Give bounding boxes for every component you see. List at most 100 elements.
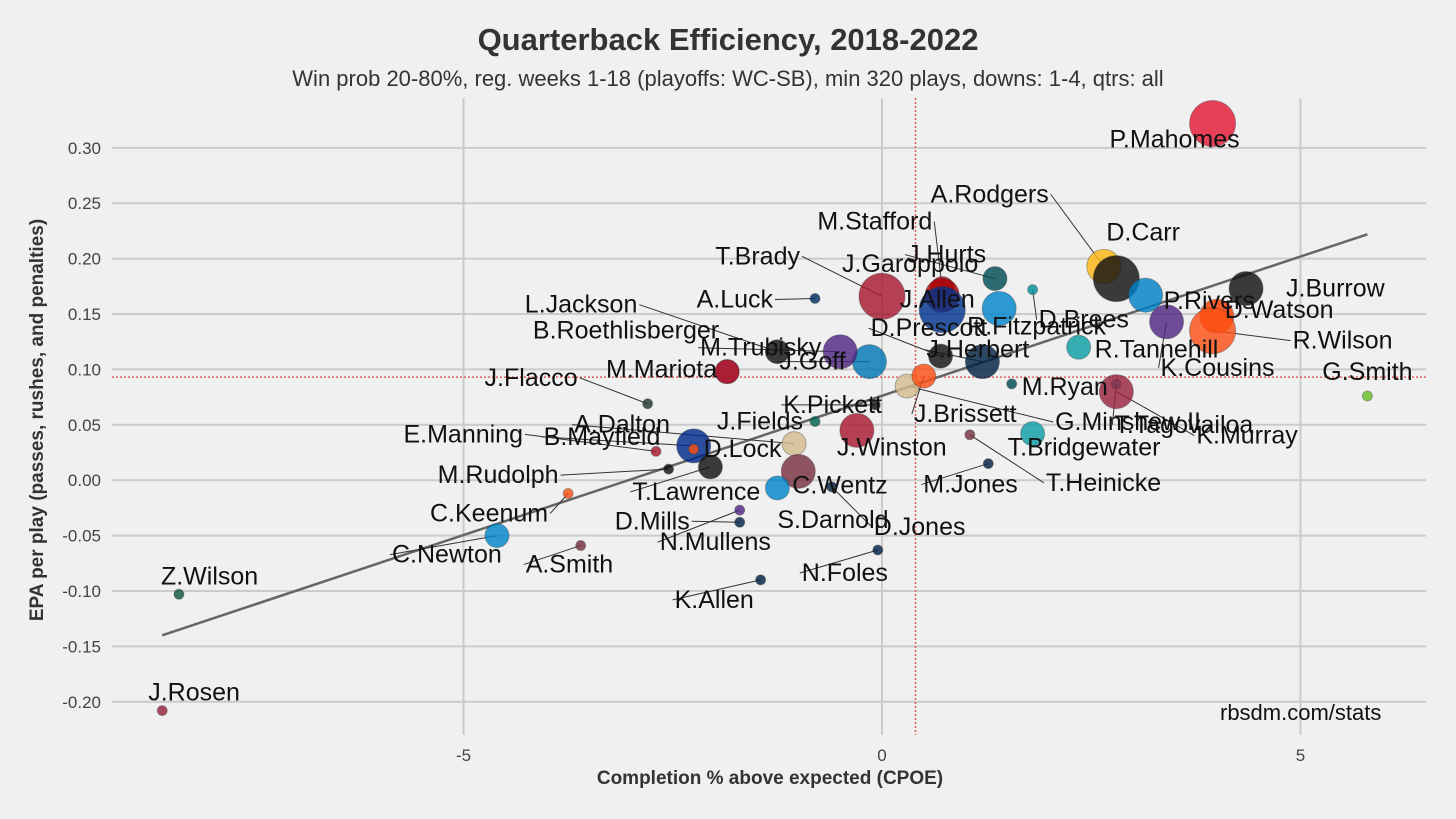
label-c-keenum: C.Keenum <box>430 499 548 527</box>
label-m-trubisky: M.Trubisky <box>700 334 822 362</box>
label-r-tannehill: R.Tannehill <box>1095 335 1219 363</box>
point-s-darnold <box>764 475 790 501</box>
label-a-smith: A.Smith <box>526 551 614 579</box>
leader-g-minshew-ii <box>906 385 1054 423</box>
trend-line <box>161 233 1368 637</box>
point-j-burrow <box>1228 271 1264 307</box>
label-t-tagovailoa: T.Tagovailoa <box>1114 411 1253 439</box>
label-j-brissett: J.Brissett <box>914 400 1017 428</box>
point-r-tannehill <box>1066 334 1092 360</box>
label-z-wilson: Z.Wilson <box>161 562 258 590</box>
label-m-rudolph: M.Rudolph <box>438 461 559 489</box>
mean-reference-lines <box>112 98 1426 735</box>
point-c-keenum <box>562 487 574 499</box>
leader-d-mills <box>691 520 740 523</box>
point-c-newton <box>484 523 510 549</box>
leader-j-hurts <box>904 254 996 280</box>
label-k-murray: K.Murray <box>1196 422 1298 450</box>
label-j-rosen: J.Rosen <box>148 679 240 707</box>
y-tick-label: -0.15 <box>62 637 101 656</box>
label-b-roethlisberger: B.Roethlisberger <box>533 317 719 345</box>
label-t-heinicke: T.Heinicke <box>1046 469 1161 497</box>
label-a-luck: A.Luck <box>697 286 774 314</box>
point-p-rivers <box>1128 277 1164 313</box>
point-m-mariota <box>714 359 740 385</box>
point-k-allen <box>755 574 767 586</box>
leader-a-smith <box>523 545 581 566</box>
label-d-mills: D.Mills <box>615 507 690 535</box>
point-j-brissett <box>911 363 937 389</box>
label-r-fitzpatrick: R.Fitzpatrick <box>967 312 1106 340</box>
y-tick-label: -0.10 <box>62 582 101 601</box>
label-t-lawrence: T.Lawrence <box>632 478 760 506</box>
point-l-jackson <box>764 339 790 365</box>
label-m-ryan: M.Ryan <box>1022 373 1108 401</box>
label-s-darnold: S.Darnold <box>777 506 888 534</box>
label-p-rivers: P.Rivers <box>1164 287 1255 315</box>
label-n-mullens: N.Mullens <box>660 528 771 556</box>
leader-d-jones <box>831 486 873 528</box>
y-axis-label: EPA per play (passes, rushes, and penalt… <box>27 218 48 622</box>
axis-tick-labels: 0.30 0.25 0.20 0.15 0.10 0.05 0.00 -0.05 -0.10 -0… <box>62 139 1305 765</box>
point-j-rosen <box>156 705 168 717</box>
label-p-mahomes: P.Mahomes <box>1109 125 1239 153</box>
point-m-ryan <box>1006 378 1018 390</box>
point-j-herbert <box>964 344 1000 380</box>
point-a-luck <box>809 293 821 305</box>
label-l-jackson: L.Jackson <box>525 291 638 319</box>
label-j-fields: J.Fields <box>717 407 803 435</box>
point-d-prescott <box>928 343 954 369</box>
point-z-wilson <box>173 588 185 600</box>
label-j-hurts: J.Hurts <box>907 241 986 269</box>
point-t-bridgewater <box>1020 421 1046 447</box>
label-g-smith: G.Smith <box>1322 358 1412 386</box>
point-r-fitzpatrick <box>981 290 1017 326</box>
source-caption: rbsdm.com/stats <box>1220 700 1382 725</box>
chart-subtitle: Win prob 20-80%, reg. weeks 1-18 (playof… <box>292 66 1164 91</box>
label-d-prescott: D.Prescott <box>871 314 988 342</box>
y-tick-label: 0.15 <box>68 305 101 324</box>
point-a-smith <box>575 540 587 552</box>
trend-line-group <box>161 233 1368 637</box>
point-m-rudolph <box>663 463 675 475</box>
point-g-smith <box>1361 390 1373 402</box>
label-e-manning: E.Manning <box>403 420 523 448</box>
point-j-fields <box>809 415 821 427</box>
label-c-wentz: C.Wentz <box>792 471 887 499</box>
point-p-mahomes <box>1189 99 1237 147</box>
x-tick-label: 5 <box>1296 746 1305 765</box>
y-tick-label: -0.20 <box>62 693 101 712</box>
point-k-pickett <box>869 399 881 411</box>
label-a-dalton: A.Dalton <box>574 411 670 439</box>
data-points <box>156 99 1373 717</box>
x-axis-label: Completion % above expected (CPOE) <box>596 768 944 789</box>
label-b-mayfield: B.Mayfield <box>544 423 661 451</box>
label-leader-lines <box>389 194 1291 601</box>
x-tick-label: -5 <box>456 746 471 765</box>
label-d-brees: D.Brees <box>1039 306 1129 334</box>
label-j-herbert: J.Herbert <box>926 336 1029 364</box>
point-j-winston <box>839 412 875 448</box>
x-tick-label: 0 <box>877 746 886 765</box>
label-j-flacco: J.Flacco <box>485 364 578 392</box>
label-k-cousins: K.Cousins <box>1161 354 1275 382</box>
leader-k-allen <box>672 579 761 601</box>
label-m-jones: M.Jones <box>923 471 1017 499</box>
label-k-allen: K.Allen <box>675 586 754 614</box>
leader-m-rudolph <box>560 468 669 476</box>
point-d-brees <box>1027 284 1039 296</box>
leader-m-jones <box>921 463 989 486</box>
label-m-stafford: M.Stafford <box>817 208 932 236</box>
label-d-jones: D.Jones <box>874 513 966 541</box>
label-d-carr: D.Carr <box>1106 219 1180 247</box>
y-tick-label: 0.30 <box>68 139 101 158</box>
point-e-manning <box>650 445 662 457</box>
point-t-heinicke <box>964 429 976 441</box>
label-d-lock: D.Lock <box>704 435 782 463</box>
point-t-brady <box>858 272 906 320</box>
point-j-allen <box>918 286 966 334</box>
leader-n-foles <box>799 549 878 574</box>
label-t-bridgewater: T.Bridgewater <box>1008 434 1161 462</box>
point-j-flacco <box>642 398 654 410</box>
